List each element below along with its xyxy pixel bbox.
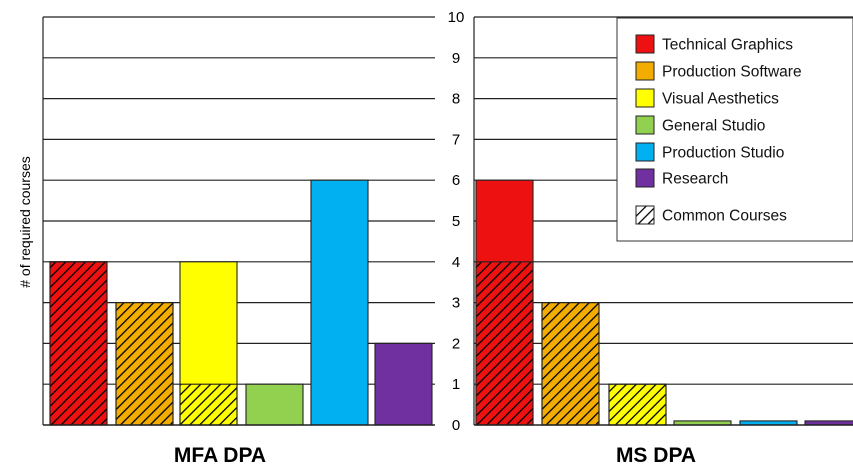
legend-swatch [635, 115, 655, 135]
bar-common-hatch [608, 383, 667, 426]
legend-swatch [635, 142, 655, 162]
bar [310, 179, 369, 426]
y-tick-label: 4 [452, 254, 460, 271]
legend-swatch [635, 88, 655, 108]
legend-label: Production Studio [662, 145, 784, 162]
legend-swatch [635, 34, 655, 54]
legend-swatch [635, 205, 655, 225]
y-tick-label: 2 [452, 335, 460, 352]
y-tick-label: 10 [448, 9, 465, 26]
legend-box [616, 17, 853, 242]
bar-common-hatch [475, 261, 534, 426]
y-axis-label: # of required courses [17, 156, 33, 288]
y-tick-label: 7 [452, 131, 460, 148]
panel-mfa-dpa [42, 16, 435, 426]
legend-label: General Studio [662, 118, 765, 135]
legend-label: Technical Graphics [662, 37, 793, 54]
legend-swatch [635, 168, 655, 188]
y-tick-label: 6 [452, 172, 460, 189]
y-tick-label: 8 [452, 91, 460, 108]
bar [245, 383, 304, 426]
panel-title-mfa: MFA DPA [174, 444, 266, 467]
bar-common-hatch [541, 302, 600, 426]
y-axis: 0 1 2 3 4 5 6 7 8 9 10 [448, 9, 465, 434]
y-tick-label: 3 [452, 295, 460, 312]
legend-label: Research [662, 171, 728, 188]
y-tick-label: 1 [452, 376, 460, 393]
legend-swatch [635, 61, 655, 81]
bar-common-hatch [179, 383, 238, 426]
legend-label: Production Software [662, 64, 802, 81]
legend-label: Visual Aesthetics [662, 91, 779, 108]
bar-common-hatch [115, 302, 174, 426]
y-tick-label: 9 [452, 50, 460, 67]
legend-label: Common Courses [662, 208, 787, 225]
panel-title-ms: MS DPA [616, 444, 696, 467]
bar [374, 342, 433, 426]
y-tick-label: 5 [452, 213, 460, 230]
y-tick-label: 0 [452, 417, 460, 434]
bar-common-hatch [49, 261, 108, 426]
legend: Technical Graphics Production Software Vis… [616, 17, 853, 242]
